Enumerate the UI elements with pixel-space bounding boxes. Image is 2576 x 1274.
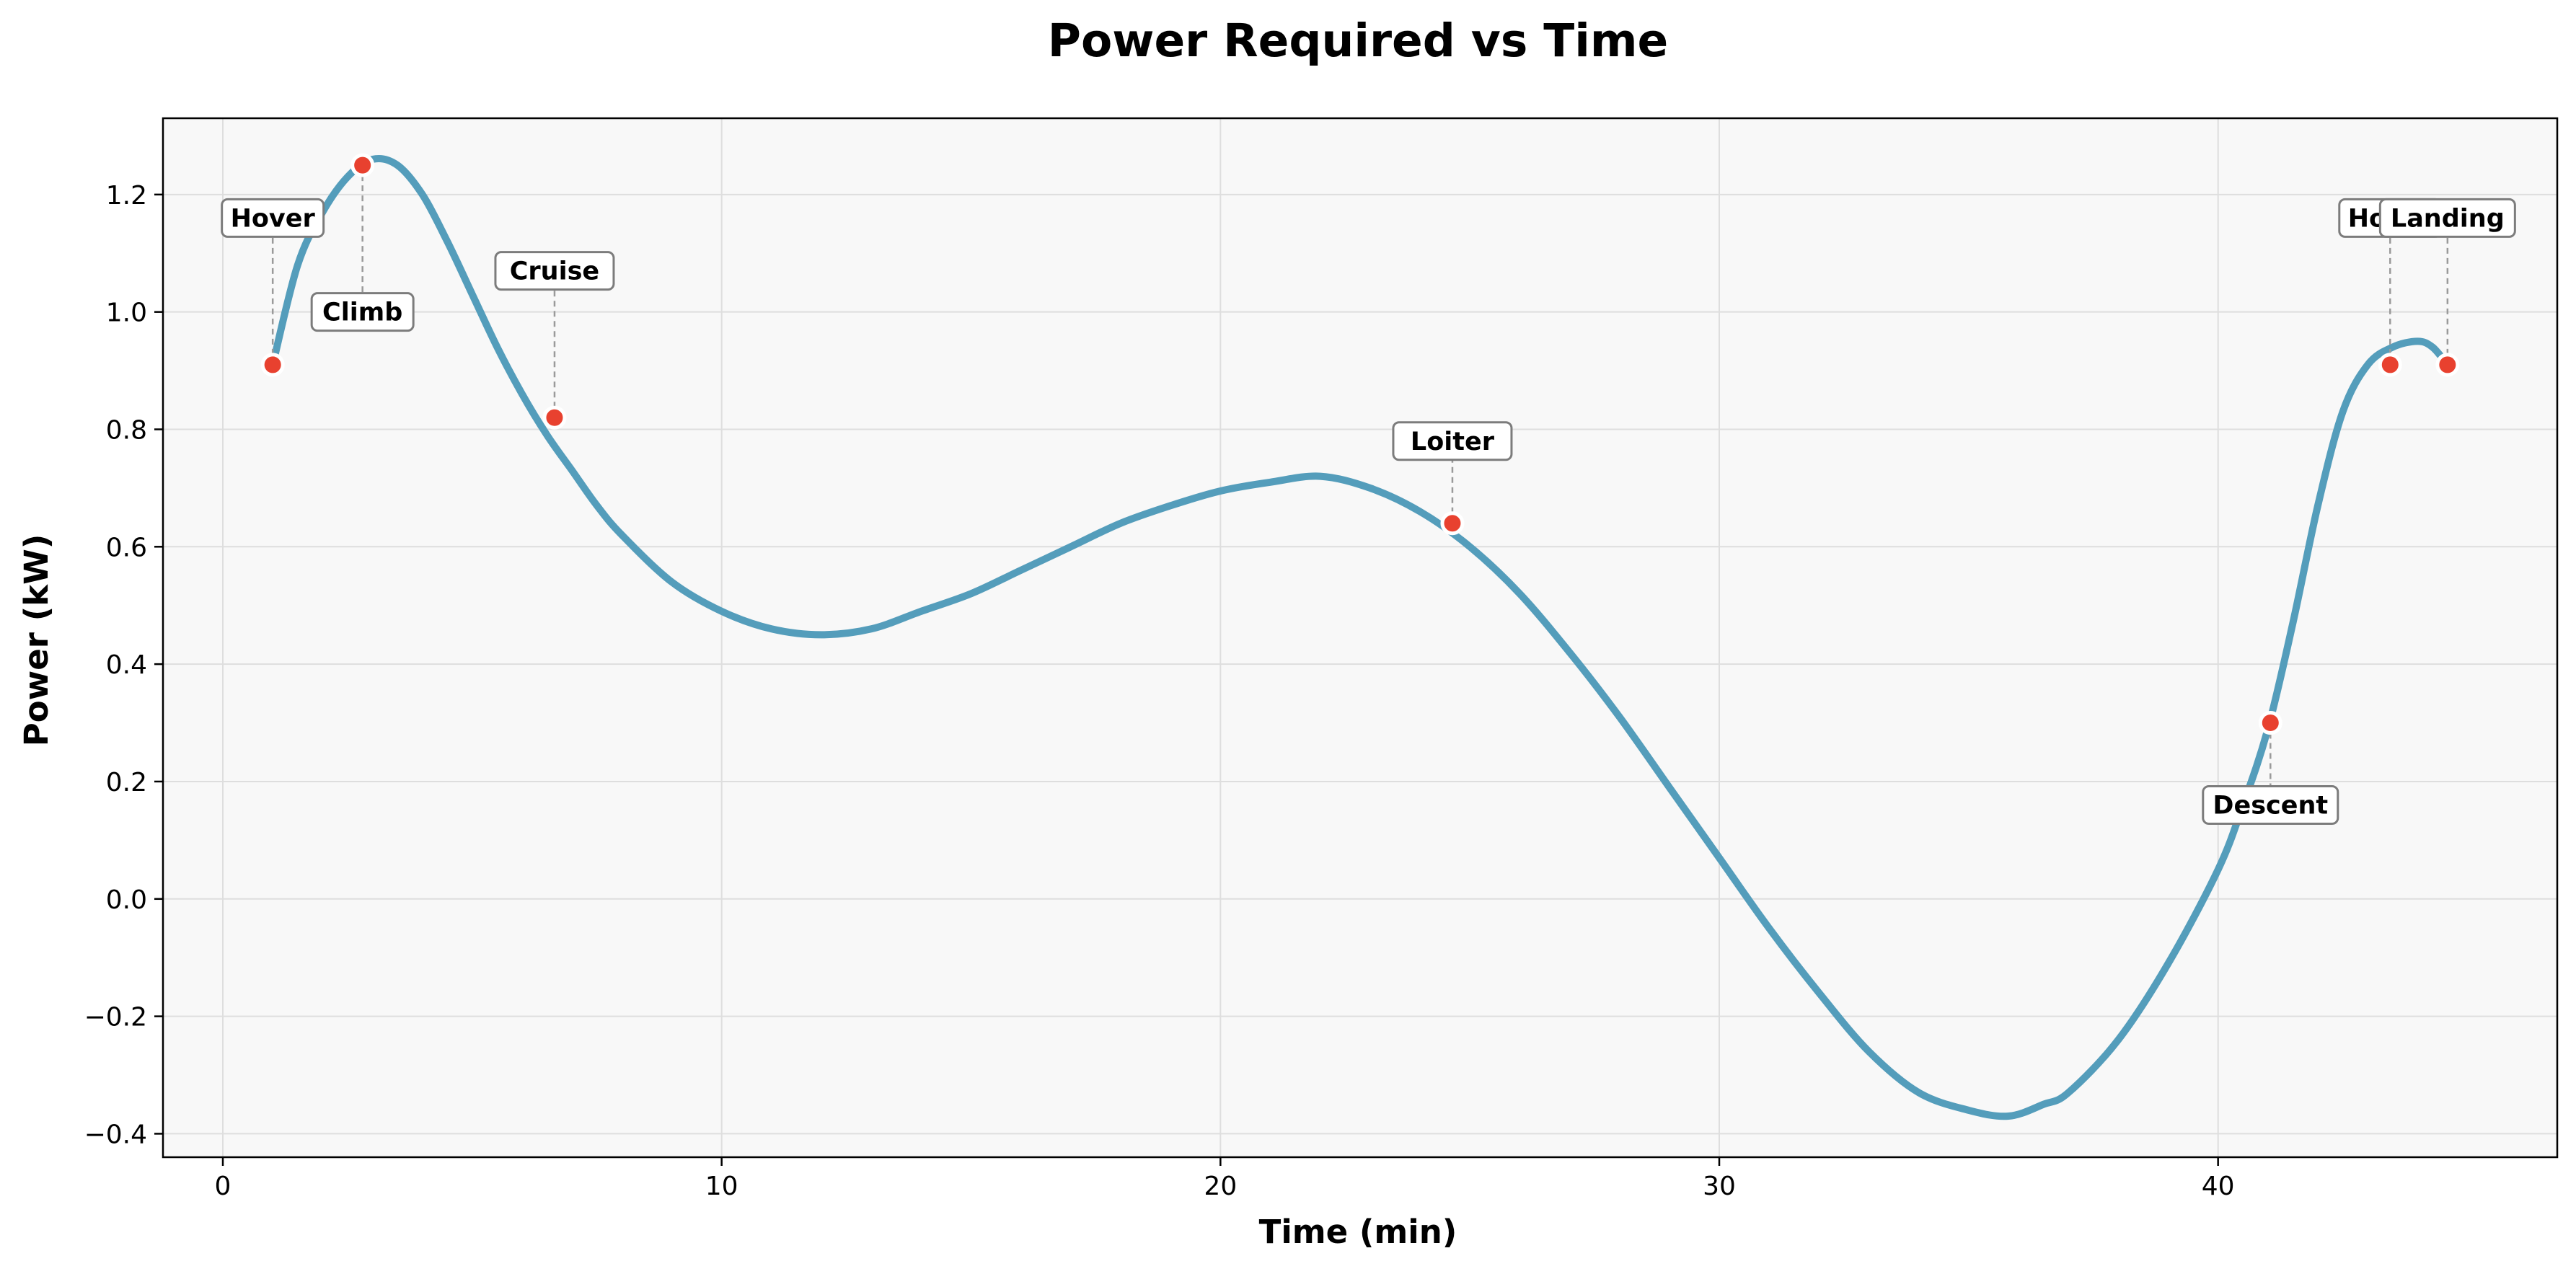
phase-label-text: Climb bbox=[322, 298, 402, 327]
x-tick-label: 40 bbox=[2202, 1172, 2235, 1201]
y-tick-label: −0.2 bbox=[84, 1003, 147, 1032]
phase-label-box bbox=[494, 251, 615, 291]
y-tick-label: 0.0 bbox=[106, 885, 147, 915]
phase-marker bbox=[2435, 353, 2460, 377]
phase-label-box bbox=[1392, 421, 1513, 461]
y-axis-title: Power (kW) bbox=[17, 534, 56, 747]
x-axis-title: Time (min) bbox=[1259, 1213, 1457, 1251]
phase-label-text: Loiter bbox=[1411, 428, 1495, 456]
x-tick-label: 10 bbox=[705, 1172, 738, 1201]
phase-marker bbox=[260, 353, 285, 377]
phase-label-box bbox=[310, 292, 415, 332]
y-tick-label: 0.4 bbox=[106, 650, 147, 680]
y-tick-label: 0.8 bbox=[106, 415, 147, 445]
x-tick-label: 0 bbox=[215, 1172, 231, 1201]
y-tick-label: −0.4 bbox=[84, 1120, 147, 1149]
phase-label: Landing bbox=[2378, 198, 2516, 238]
phase-marker bbox=[350, 153, 375, 177]
phase-marker bbox=[542, 405, 567, 430]
y-tick-label: 1.0 bbox=[106, 298, 147, 328]
phase-label: Hover bbox=[221, 198, 325, 238]
phase-label-text: Landing bbox=[2391, 204, 2505, 233]
phase-label-text: Cruise bbox=[510, 257, 599, 286]
phase-label: Cruise bbox=[494, 251, 615, 291]
plot-frame bbox=[162, 117, 2559, 1159]
phase-label-box bbox=[221, 198, 325, 238]
x-tick-label: 30 bbox=[1703, 1172, 1736, 1201]
phase-label-box bbox=[2378, 198, 2516, 238]
y-tick-label: 0.6 bbox=[106, 533, 147, 562]
y-tick-label: 1.2 bbox=[106, 181, 147, 211]
x-tick-label: 20 bbox=[1204, 1172, 1237, 1201]
phase-label-text: Descent bbox=[2213, 792, 2328, 820]
phase-label: Loiter bbox=[1392, 421, 1513, 461]
phase-label-box bbox=[2202, 785, 2339, 826]
y-tick-label: 0.2 bbox=[106, 768, 147, 797]
phase-label-text: Hover bbox=[231, 204, 316, 233]
chart-title: Power Required vs Time bbox=[1048, 14, 1668, 67]
phase-marker bbox=[2258, 711, 2282, 735]
phase-marker bbox=[1440, 511, 1465, 536]
phase-marker bbox=[2378, 353, 2402, 377]
phase-label: Descent bbox=[2202, 785, 2339, 826]
phase-label: Climb bbox=[310, 292, 415, 332]
